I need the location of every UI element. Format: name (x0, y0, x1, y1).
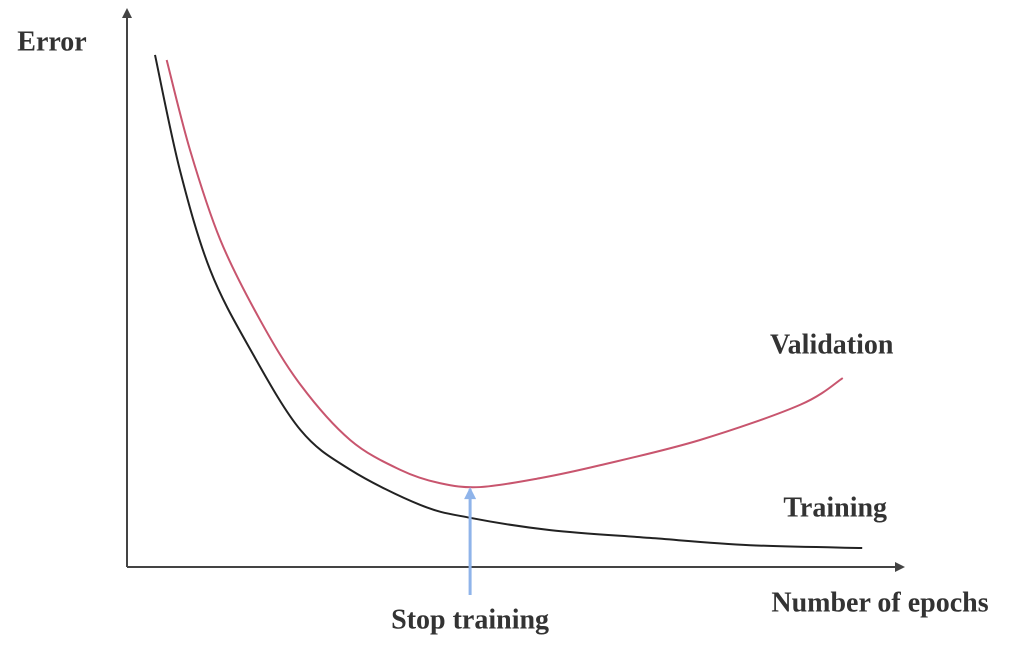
series-label: Training (783, 492, 887, 523)
line-series (154, 54, 863, 549)
series-label: Validation (770, 329, 894, 360)
x-axis-title: Number of epochs (771, 587, 988, 618)
annotation-label: Stop training (391, 604, 549, 635)
line-series (165, 59, 844, 489)
y-axis-title: Error (17, 26, 86, 57)
